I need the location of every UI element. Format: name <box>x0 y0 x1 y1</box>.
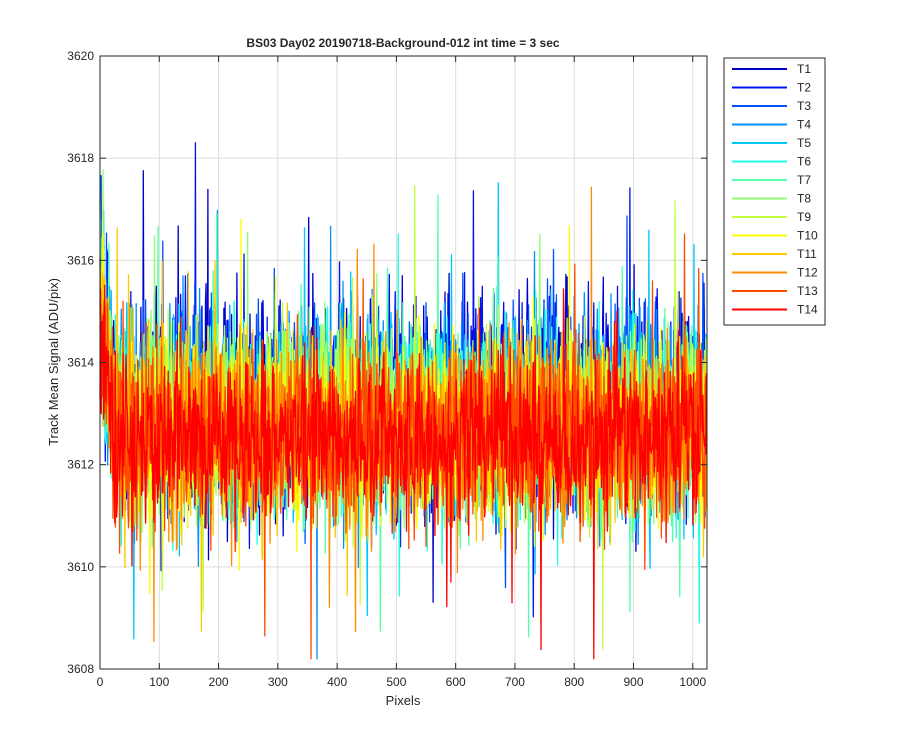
legend-label-t1[interactable]: T1 <box>797 62 811 76</box>
x-tick-label: 300 <box>268 675 288 689</box>
legend-label-t12[interactable]: T12 <box>797 266 818 280</box>
legend-label-t13[interactable]: T13 <box>797 284 818 298</box>
y-tick-label: 3614 <box>67 356 94 370</box>
chart-title: BS03 Day02 20190718-Background-012 int t… <box>246 36 559 50</box>
series-lines <box>99 142 708 660</box>
legend-label-t11[interactable]: T11 <box>797 247 817 261</box>
x-tick-label: 200 <box>209 675 229 689</box>
x-tick-label: 100 <box>149 675 169 689</box>
y-tick-label: 3610 <box>67 560 94 574</box>
y-tick-label: 3608 <box>67 662 94 676</box>
legend-label-t7[interactable]: T7 <box>797 173 811 187</box>
x-tick-label: 800 <box>564 675 584 689</box>
legend-label-t3[interactable]: T3 <box>797 99 811 113</box>
legend-label-t2[interactable]: T2 <box>797 81 811 95</box>
y-tick-label: 3618 <box>67 151 94 165</box>
axis-ticks: 0 100 200 300 400 500 600 700 800 900 1000 3608 3610… <box>67 49 707 689</box>
legend-label-t4[interactable]: T4 <box>797 118 811 132</box>
x-tick-label: 900 <box>623 675 643 689</box>
x-tick-label: 500 <box>386 675 406 689</box>
y-tick-label: 3612 <box>67 458 94 472</box>
x-axis-label: Pixels <box>386 693 421 708</box>
legend-label-t10[interactable]: T10 <box>797 229 818 243</box>
legend-label-t5[interactable]: T5 <box>797 136 811 150</box>
y-tick-label: 3620 <box>67 49 94 63</box>
legend-box <box>723 57 826 326</box>
legend-label-t9[interactable]: T9 <box>797 210 811 224</box>
x-tick-label: 400 <box>327 675 347 689</box>
x-tick-label: 700 <box>505 675 525 689</box>
x-tick-label: 1000 <box>679 675 706 689</box>
y-tick-label: 3616 <box>67 253 94 267</box>
series-line-t14 <box>99 284 708 660</box>
x-tick-label: 600 <box>446 675 466 689</box>
x-tick-label: 0 <box>97 675 104 689</box>
legend-label-t8[interactable]: T8 <box>797 192 811 206</box>
legend[interactable]: T1 T2 T3 T4 T5 T6 T7 T8 T9 T10 T11 T12 T13 T14 <box>723 57 826 326</box>
y-axis-label: Track Mean Signal (ADU/pix) <box>46 278 61 446</box>
legend-label-t6[interactable]: T6 <box>797 155 811 169</box>
legend-label-t14[interactable]: T14 <box>797 303 818 317</box>
